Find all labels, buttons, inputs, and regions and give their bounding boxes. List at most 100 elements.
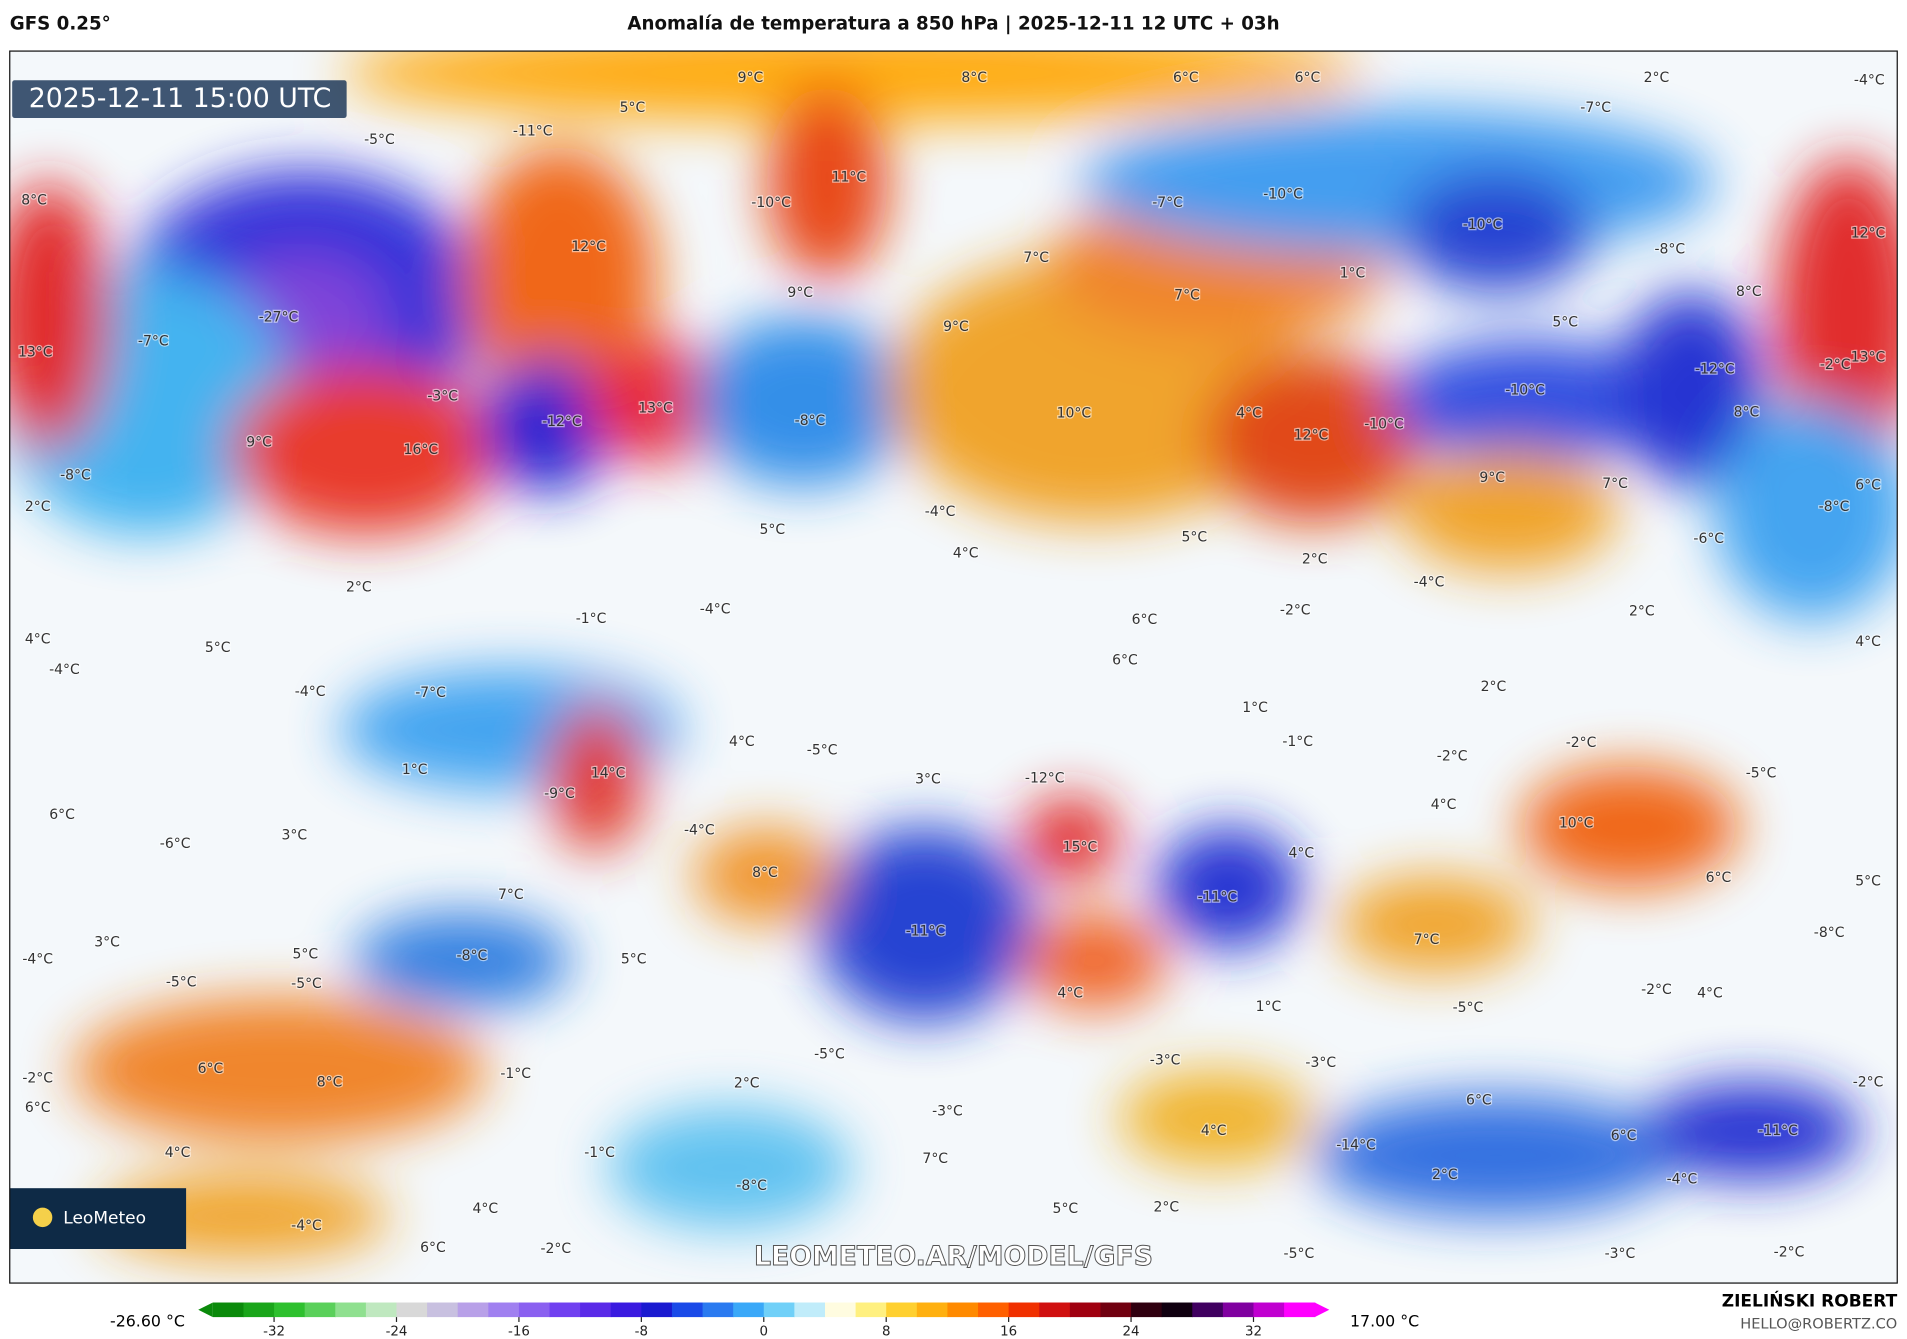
temperature-label: 8°C [1734, 404, 1760, 420]
temperature-label: 1°C [1256, 999, 1282, 1015]
colorbar-swatch [1069, 1302, 1102, 1318]
temperature-label: 16°C [404, 442, 439, 458]
temperature-label: 1°C [1242, 700, 1268, 716]
temperature-label: -4°C [291, 1218, 322, 1234]
temperature-label: 4°C [1431, 797, 1457, 813]
temperature-label: 5°C [759, 522, 785, 538]
author: ZIELIŃSKI ROBERT [1722, 1289, 1898, 1311]
temperature-label: 15°C [1063, 840, 1098, 856]
temperature-label: 10°C [1559, 815, 1594, 831]
temperature-label: 6°C [1132, 612, 1158, 628]
temperature-label: 4°C [472, 1201, 498, 1217]
temperature-label: 7°C [1174, 288, 1200, 304]
temperature-label: 3°C [915, 772, 941, 788]
temperature-label: 6°C [1112, 652, 1138, 668]
temperature-label: -11°C [906, 924, 946, 940]
temperature-label: -7°C [138, 334, 169, 350]
colorbar-tick-label: 8 [882, 1325, 891, 1339]
model-name: GFS 0.25° [10, 13, 111, 34]
temperature-label: 4°C [25, 632, 51, 648]
watermark: LEOMETEO.AR/MODEL/GFS [754, 1241, 1153, 1272]
temperature-label: 8°C [961, 70, 987, 86]
temperature-label: -5°C [291, 976, 322, 992]
temperature-label: -12°C [1025, 770, 1065, 786]
colorbar-swatch [978, 1302, 1010, 1318]
temperature-label: 5°C [1181, 530, 1207, 546]
temperature-label: 1°C [1340, 266, 1366, 282]
temperature-label: 9°C [787, 285, 813, 301]
temperature-label: -5°C [1453, 1000, 1484, 1016]
colorbar-max: 17.00 °C [1350, 1311, 1419, 1330]
colorbar-swatch [1161, 1302, 1193, 1318]
temperature-label: -2°C [22, 1071, 53, 1087]
temperature-label: -5°C [807, 742, 838, 758]
temperature-label: -10°C [1463, 217, 1503, 233]
colorbar-swatch [580, 1302, 612, 1318]
temperature-label: -4°C [1414, 575, 1445, 591]
temperature-label: 12°C [1294, 427, 1329, 443]
temperature-label: 4°C [1697, 986, 1723, 1002]
temperature-label: -5°C [1746, 765, 1777, 781]
temperature-label: 2°C [1302, 551, 1328, 567]
temperature-label: 7°C [1602, 476, 1628, 492]
colorbar-swatch [1131, 1302, 1163, 1318]
temperature-label: -8°C [736, 1178, 767, 1194]
colorbar-end [1314, 1302, 1330, 1318]
temperature-label: -4°C [684, 823, 715, 839]
temperature-label: -8°C [795, 413, 826, 429]
temperature-label: 2°C [734, 1076, 760, 1092]
temperature-label: -4°C [49, 662, 80, 678]
temperature-label: 9°C [1479, 470, 1505, 486]
colorbar-end [198, 1302, 213, 1318]
temperature-label: 11°C [832, 170, 867, 186]
colorbar-tick-label: 16 [1000, 1325, 1017, 1339]
temperature-label: 2°C [1629, 604, 1655, 620]
temperature-label: 6°C [198, 1061, 224, 1077]
temperature-label: 13°C [638, 401, 673, 417]
colorbar-swatch [947, 1302, 979, 1318]
temperature-label: 5°C [292, 947, 318, 963]
temperature-label: 7°C [498, 887, 524, 903]
colorbar-swatch [427, 1302, 459, 1318]
colorbar-swatch [1253, 1302, 1285, 1318]
temperature-label: 6°C [1466, 1093, 1492, 1109]
temperature-label: -2°C [1774, 1245, 1805, 1261]
temperature-label: 2°C [1644, 70, 1670, 86]
temperature-label: 10°C [1057, 405, 1092, 421]
temperature-label: 6°C [25, 1100, 51, 1116]
colorbar-swatch [824, 1302, 857, 1318]
temperature-label: 3°C [282, 828, 308, 844]
temperature-label: 5°C [1053, 1201, 1079, 1217]
temperature-label: -5°C [814, 1046, 845, 1062]
map: 9°C 8°C 6°C 6°C 2°C -4°C 5°C -11°C -5°C -7°C 11°C -… [9, 51, 1898, 1284]
temperature-label: 4°C [953, 545, 979, 561]
colorbar-swatch [274, 1302, 306, 1318]
temperature-label: 2°C [346, 579, 372, 595]
temperature-label: 9°C [943, 319, 969, 335]
temperature-label: -2°C [1853, 1074, 1884, 1090]
colorbar: -32 -24 -16 -8 0 8 16 24 32 [198, 1302, 1330, 1339]
temperature-label: -5°C [364, 132, 395, 148]
colorbar-swatch [488, 1302, 520, 1318]
colorbar-swatch [916, 1302, 949, 1318]
temperature-label: 9°C [246, 435, 272, 451]
temperature-label: 12°C [571, 239, 606, 255]
colorbar-swatch [1008, 1302, 1040, 1318]
temperature-label: 1°C [402, 762, 428, 778]
colorbar-swatch [365, 1302, 398, 1318]
temperature-label: 6°C [1611, 1128, 1637, 1144]
temperature-label: 4°C [729, 734, 755, 750]
temperature-label: 6°C [420, 1240, 446, 1256]
temperature-label: 5°C [1552, 314, 1578, 330]
colorbar-swatch [549, 1302, 581, 1318]
temperature-label: -5°C [1284, 1246, 1315, 1262]
colorbar-swatch [733, 1302, 765, 1318]
temperature-label: 6°C [1173, 70, 1199, 86]
colorbar-swatch [1039, 1302, 1071, 1318]
temperature-label: 6°C [1706, 870, 1732, 886]
temperature-label: 8°C [21, 193, 47, 209]
temperature-label: -12°C [1695, 362, 1735, 378]
temperature-label: 4°C [1201, 1123, 1227, 1139]
colorbar-tick-label: 0 [760, 1325, 769, 1339]
